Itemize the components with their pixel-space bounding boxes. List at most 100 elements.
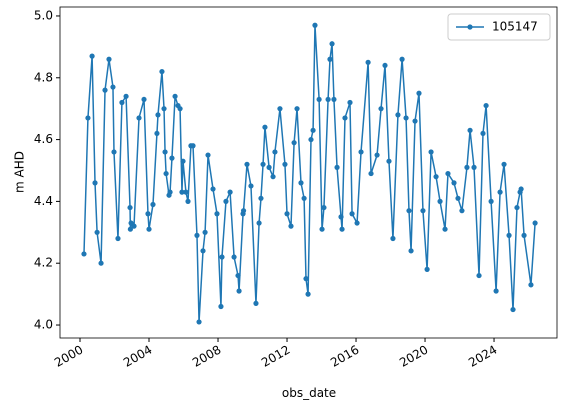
data-point — [284, 211, 290, 217]
data-point — [428, 149, 434, 155]
x-tick-label: 2024 — [466, 342, 499, 369]
data-point — [476, 272, 482, 279]
data-point — [514, 204, 520, 211]
data-point — [294, 106, 300, 112]
data-point — [179, 189, 185, 195]
data-point — [202, 229, 208, 235]
y-tick-label: 4.2 — [34, 256, 53, 270]
data-point — [382, 62, 388, 69]
data-point — [231, 254, 237, 260]
x-tick-label: 2012 — [259, 342, 292, 369]
data-point — [358, 149, 364, 155]
x-tick-label: 2000 — [52, 342, 85, 369]
data-point — [334, 164, 340, 171]
data-point — [223, 198, 229, 204]
data-point — [288, 223, 294, 229]
data-point — [244, 161, 250, 167]
data-point — [308, 136, 314, 143]
y-tick-label: 5.0 — [34, 8, 53, 22]
data-point — [298, 180, 304, 186]
data-point — [378, 106, 384, 112]
data-point — [161, 106, 167, 112]
data-point — [342, 115, 348, 121]
data-point — [172, 93, 178, 99]
data-point — [190, 143, 196, 149]
plot-frame — [59, 6, 558, 339]
data-point — [194, 232, 200, 238]
data-point — [102, 87, 108, 93]
data-point — [349, 211, 355, 217]
data-point — [177, 106, 183, 112]
data-point — [260, 161, 266, 167]
data-point — [347, 99, 353, 106]
data-point — [305, 291, 311, 297]
data-point — [200, 248, 206, 254]
data-point — [325, 96, 331, 103]
data-point — [98, 260, 104, 266]
data-point — [266, 164, 272, 171]
data-point — [131, 223, 137, 229]
data-point — [390, 235, 396, 242]
data-point — [169, 155, 175, 161]
data-point — [141, 96, 147, 103]
data-point — [163, 170, 169, 177]
data-point — [451, 180, 457, 186]
data-point — [354, 220, 360, 226]
y-tick-label: 4.8 — [34, 70, 53, 84]
legend-label: 105147 — [492, 20, 538, 34]
data-point — [183, 189, 189, 195]
data-point — [406, 208, 412, 214]
x-tick-label: 2016 — [328, 342, 361, 369]
data-point — [185, 198, 191, 204]
data-point — [368, 170, 374, 177]
data-point — [331, 96, 337, 103]
data-point — [506, 232, 512, 238]
data-point — [218, 303, 224, 310]
x-axis-label: obs_date — [282, 386, 336, 400]
data-point — [262, 124, 268, 130]
data-point — [85, 115, 91, 121]
data-point — [471, 164, 477, 171]
data-point — [437, 198, 443, 204]
data-point — [374, 152, 380, 158]
data-point — [339, 226, 345, 232]
data-point — [365, 59, 371, 65]
y-axis-label: m AHD — [13, 151, 27, 193]
data-point — [219, 254, 225, 260]
data-point — [127, 204, 133, 211]
data-point — [532, 220, 538, 226]
data-point — [488, 198, 494, 204]
data-point — [236, 288, 242, 294]
data-point — [501, 161, 507, 167]
data-point — [270, 174, 276, 180]
data-point — [399, 56, 405, 62]
data-point — [420, 208, 426, 214]
data-point — [240, 208, 247, 214]
data-point — [127, 226, 133, 232]
data-point — [521, 232, 527, 238]
data-point — [329, 41, 335, 47]
data-point — [106, 56, 112, 62]
data-point — [235, 272, 241, 279]
data-point — [227, 189, 233, 195]
data-point — [528, 282, 534, 288]
legend-box — [447, 13, 551, 41]
data-point — [442, 226, 448, 232]
data-point — [277, 106, 283, 112]
data-point — [155, 112, 161, 118]
data-point — [493, 288, 499, 294]
data-point — [154, 130, 160, 137]
data-point — [256, 220, 262, 226]
data-point — [248, 183, 254, 189]
data-point — [321, 204, 327, 211]
data-point — [214, 211, 220, 217]
data-point — [497, 189, 503, 195]
data-point — [162, 149, 168, 155]
legend: 105147 — [447, 13, 551, 41]
data-point — [119, 99, 125, 106]
data-point — [303, 276, 309, 282]
data-point — [316, 96, 322, 103]
data-point — [167, 189, 173, 195]
data-point — [408, 248, 414, 254]
data-point — [338, 214, 344, 220]
